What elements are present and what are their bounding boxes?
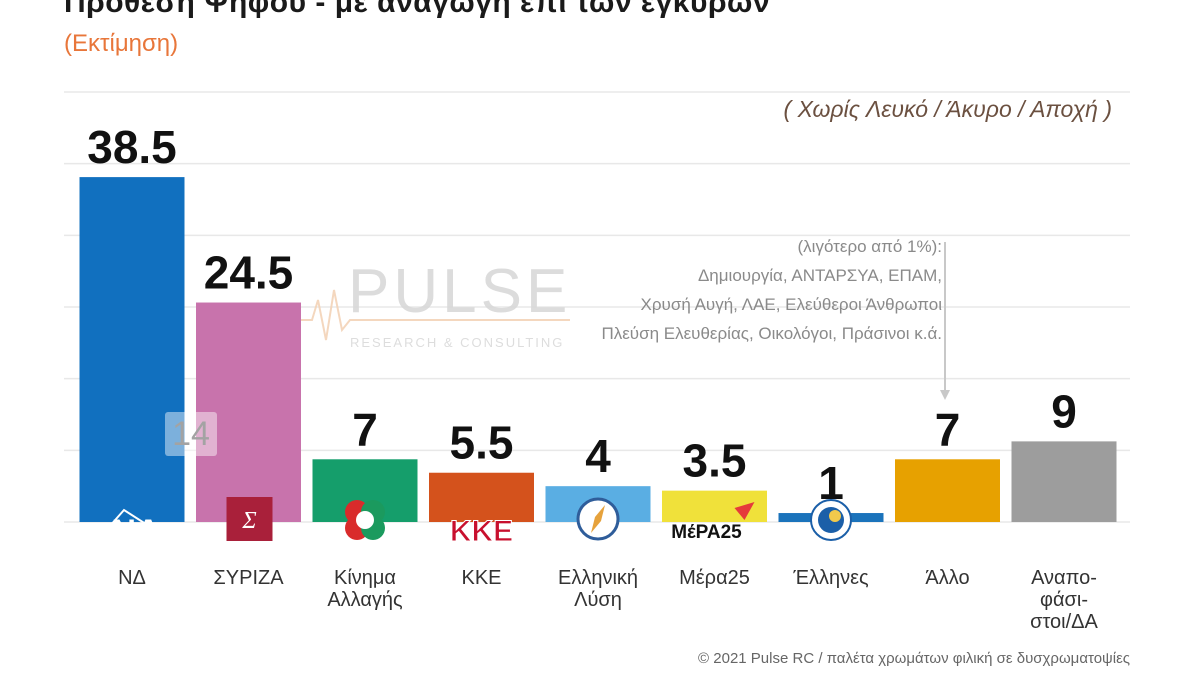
bar xyxy=(429,472,534,522)
watermark-text: PULSE xyxy=(348,257,571,326)
data-label: 7 xyxy=(352,403,378,455)
category-label: Αλλαγής xyxy=(327,589,403,611)
annotation-line: (λιγότερο από 1%): xyxy=(797,237,942,256)
pulse-watermark-logo: PULSE RESEARCH & CONSULTING xyxy=(300,257,571,350)
category-label: Κίνημα xyxy=(334,567,396,589)
minor-parties-annotation: (λιγότερο από 1%): Δημιουργία, ΑΝΤΑΡΣΥΑ,… xyxy=(601,232,942,348)
svg-text:ΝΔ: ΝΔ xyxy=(112,513,161,551)
svg-text:ΜέΡΑ25: ΜέΡΑ25 xyxy=(671,522,742,543)
annotation-line: Χρυσή Αυγή, ΛΑΕ, Ελεύθεροι Άνθρωποι xyxy=(640,295,942,314)
chart-note: ( Χωρίς Λευκό / Άκυρο / Αποχή ) xyxy=(783,96,1112,122)
heartbeat-line-icon xyxy=(300,289,570,341)
category-label: Αναπο- xyxy=(1031,567,1097,589)
data-label: 9 xyxy=(1051,385,1077,437)
data-label: 5.5 xyxy=(450,417,514,469)
category-label: Λύση xyxy=(574,589,622,611)
data-label: 24.5 xyxy=(204,247,294,299)
category-label: φάσι- xyxy=(1040,589,1088,611)
party-logo-icon xyxy=(810,499,852,541)
party-logo-icon xyxy=(345,500,385,540)
category-label: ΣΥΡΙΖΑ xyxy=(213,567,284,589)
party-logo-icon: Σ xyxy=(226,497,273,541)
watermark-subtext: RESEARCH & CONSULTING xyxy=(350,335,564,350)
data-label: 4 xyxy=(585,430,611,482)
bar xyxy=(196,302,301,522)
annotation-line: Πλεύση Ελευθερίας, Οικολόγοι, Πράσινοι κ… xyxy=(601,324,942,343)
svg-text:ΚΚΕ: ΚΚΕ xyxy=(450,515,513,548)
bar xyxy=(79,177,185,522)
bar xyxy=(1011,441,1117,522)
category-label: ΝΔ xyxy=(118,567,146,589)
chart-subtitle: (Εκτίμηση) xyxy=(64,30,179,57)
data-label: 38.5 xyxy=(87,121,177,173)
data-label: 7 xyxy=(935,403,961,455)
annotation-line: Δημιουργία, ΑΝΤΑΡΣΥΑ, ΕΠΑΜ, xyxy=(697,266,942,285)
chart-title: Πρόθεση Ψήφου - με αναγωγή επί των εγκύρ… xyxy=(64,0,771,19)
overlay-number-badge: 14 xyxy=(165,412,217,456)
party-logo-icon: ΚΚΕ xyxy=(449,515,513,549)
party-logo-icon: ΜέΡΑ25 xyxy=(671,502,755,543)
category-label: Άλλο xyxy=(925,567,969,589)
bar xyxy=(895,459,1000,522)
category-label: Μέρα25 xyxy=(679,567,750,589)
party-logo-icon xyxy=(576,497,620,541)
category-label: στοι/ΔΑ xyxy=(1030,611,1098,633)
category-label: Ελληνική xyxy=(558,567,638,589)
annotation-arrow-icon xyxy=(940,390,950,400)
copyright-footer: © 2021 Pulse RC / παλέτα χρωμάτων φιλική… xyxy=(698,650,1130,667)
svg-text:Σ: Σ xyxy=(241,508,256,534)
party-logo-icon: ΝΔ xyxy=(91,508,181,551)
category-label: Έλληνες xyxy=(792,567,869,589)
data-label: 3.5 xyxy=(683,435,747,487)
category-label: ΚΚΕ xyxy=(461,567,501,589)
